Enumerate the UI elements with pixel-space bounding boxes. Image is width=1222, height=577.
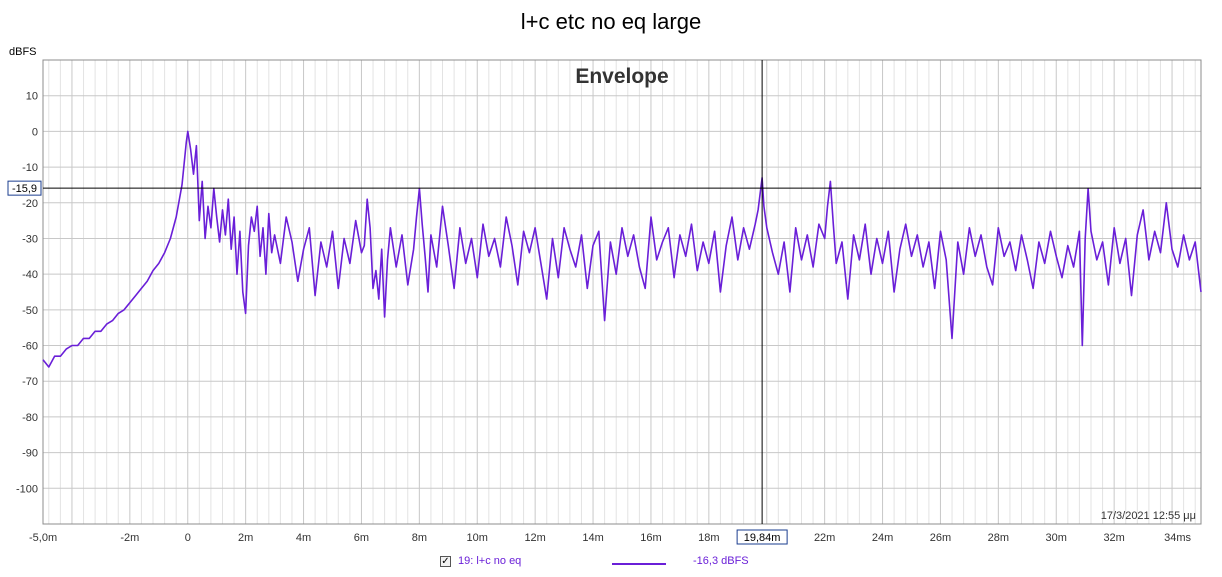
- cursor-y-readout: -15,9: [12, 183, 37, 195]
- y-tick-label: -70: [22, 376, 38, 388]
- y-tick-label: -100: [16, 483, 38, 495]
- y-tick-label: -20: [22, 198, 38, 210]
- x-tick-label: 26m: [930, 532, 951, 544]
- cursor-x-readout: 19,84m: [744, 532, 781, 544]
- y-tick-label: -10: [22, 162, 38, 174]
- x-tick-label: 12m: [524, 532, 545, 544]
- x-tick-label: 34ms: [1164, 532, 1191, 544]
- cursor-crosshair[interactable]: -15,9 19,84m: [7, 60, 1201, 545]
- y-tick-label: -30: [22, 233, 38, 245]
- x-tick-label: 24m: [872, 532, 893, 544]
- x-tick-label: 4m: [296, 532, 311, 544]
- cursor-y-readout-box: [7, 180, 42, 196]
- x-tick-label: 6m: [354, 532, 369, 544]
- x-tick-label: 18m: [698, 532, 719, 544]
- x-tick-label: 28m: [988, 532, 1009, 544]
- legend-line-swatch: [612, 563, 666, 565]
- chart-subtitle: Envelope: [575, 65, 668, 88]
- legend-series-name: 19: l+c no eq: [458, 555, 522, 567]
- x-tick-label: 2m: [238, 532, 253, 544]
- plot-area[interactable]: [42, 59, 1202, 525]
- x-tick-label: 10m: [467, 532, 488, 544]
- y-tick-label: 10: [26, 91, 38, 103]
- axis-ticks: -5,0m -2m 0 2m 4m 6m 8m 10m 12m 14m 16m 18m 22m 24m 26…: [16, 91, 1192, 544]
- x-tick-label: 16m: [640, 532, 661, 544]
- cursor-x-readout-box: [736, 529, 788, 545]
- series-line-envelope: [42, 130, 1202, 368]
- y-tick-label: -80: [22, 412, 38, 424]
- y-axis-label: dBFS: [9, 46, 37, 58]
- legend-readout: -16,3 dBFS: [693, 555, 749, 567]
- x-tick-label: 14m: [582, 532, 603, 544]
- y-tick-label: -60: [22, 341, 38, 353]
- x-tick-label: -2m: [120, 532, 139, 544]
- y-tick-label: -40: [22, 269, 38, 281]
- y-tick-label: -50: [22, 305, 38, 317]
- x-tick-label: 8m: [412, 532, 427, 544]
- x-tick-label: 30m: [1046, 532, 1067, 544]
- x-tick-label: 22m: [814, 532, 835, 544]
- chart-title: l+c etc no eq large: [520, 9, 702, 34]
- series-visibility-checkbox[interactable]: ✓: [440, 556, 451, 567]
- y-tick-label: 0: [32, 126, 38, 138]
- x-tick-label: 0: [185, 532, 191, 544]
- x-tick-label: 32m: [1103, 532, 1124, 544]
- x-tick-label: -5,0m: [29, 532, 57, 544]
- grid-lines: [43, 59, 1201, 525]
- y-tick-label: -90: [22, 448, 38, 460]
- timestamp: 17/3/2021 12:55 μμ: [1101, 510, 1196, 522]
